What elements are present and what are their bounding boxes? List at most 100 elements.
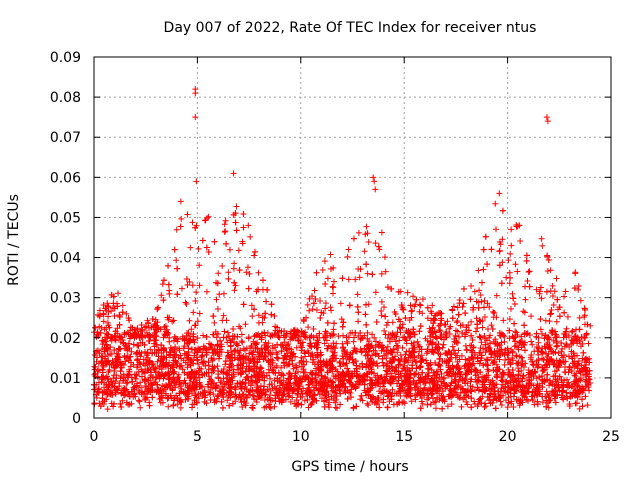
data-point xyxy=(350,235,357,242)
data-point xyxy=(419,296,426,303)
data-point xyxy=(226,364,233,371)
data-point xyxy=(124,353,131,360)
data-point xyxy=(461,377,468,384)
data-point xyxy=(530,362,537,369)
data-point xyxy=(322,305,329,312)
data-point xyxy=(135,397,142,404)
data-point xyxy=(130,341,137,348)
data-point xyxy=(386,338,393,345)
data-point xyxy=(333,355,340,362)
data-point xyxy=(518,362,525,369)
data-point xyxy=(462,356,469,363)
data-point xyxy=(322,300,329,307)
data-point xyxy=(149,394,156,401)
data-point xyxy=(264,396,271,403)
data-point xyxy=(422,335,429,342)
data-points xyxy=(91,86,594,413)
data-point xyxy=(152,316,159,323)
data-point xyxy=(346,356,353,363)
data-point xyxy=(251,252,258,259)
data-point xyxy=(188,346,195,353)
data-point xyxy=(239,238,246,245)
data-point xyxy=(236,267,243,274)
data-point xyxy=(226,384,233,391)
data-point xyxy=(324,369,331,376)
data-point xyxy=(496,262,503,269)
data-point xyxy=(262,310,269,317)
data-point xyxy=(244,264,251,271)
data-point xyxy=(306,295,313,302)
data-point xyxy=(459,303,466,310)
data-point xyxy=(155,370,162,377)
data-point xyxy=(581,357,588,364)
data-point xyxy=(459,330,466,337)
data-point xyxy=(313,306,320,313)
data-point xyxy=(493,292,500,299)
data-point xyxy=(498,280,505,287)
data-point xyxy=(192,298,199,305)
data-point xyxy=(383,322,390,329)
data-point xyxy=(312,296,319,303)
data-point xyxy=(506,269,513,276)
data-point xyxy=(321,340,328,347)
data-point xyxy=(473,379,480,386)
data-point xyxy=(547,311,554,318)
data-point xyxy=(488,246,495,253)
data-point xyxy=(141,348,148,355)
data-point xyxy=(355,333,362,340)
data-point xyxy=(572,270,579,277)
data-point xyxy=(469,383,476,390)
data-point xyxy=(154,306,161,313)
data-point xyxy=(524,277,531,284)
data-point xyxy=(253,399,260,406)
data-point xyxy=(506,358,513,365)
data-point xyxy=(215,270,222,277)
data-point xyxy=(222,217,229,224)
data-point xyxy=(138,384,145,391)
data-point xyxy=(352,329,359,336)
data-point xyxy=(523,252,530,259)
data-point xyxy=(182,299,189,306)
data-point xyxy=(455,333,462,340)
data-point xyxy=(544,377,551,384)
data-point xyxy=(245,334,252,341)
data-point xyxy=(219,404,226,411)
data-point xyxy=(339,275,346,282)
chart-title: Day 007 of 2022, Rate Of TEC Index for r… xyxy=(164,20,537,36)
data-point xyxy=(552,399,559,406)
data-point xyxy=(287,336,294,343)
data-point xyxy=(581,312,588,319)
data-point xyxy=(309,293,316,300)
data-point xyxy=(501,361,508,368)
data-point xyxy=(333,340,340,347)
data-point xyxy=(432,405,439,412)
data-point xyxy=(462,342,469,349)
data-point xyxy=(134,356,141,363)
data-point xyxy=(462,392,469,399)
data-point xyxy=(178,215,185,222)
data-point xyxy=(569,327,576,334)
data-point xyxy=(232,282,239,289)
data-point xyxy=(175,371,182,378)
data-point xyxy=(586,387,593,394)
data-point xyxy=(298,401,305,408)
data-point xyxy=(511,320,518,327)
data-point xyxy=(453,319,460,326)
data-point xyxy=(437,333,444,340)
data-point xyxy=(492,405,499,412)
data-point xyxy=(408,308,415,315)
data-point xyxy=(122,358,129,365)
data-point xyxy=(304,301,311,308)
data-point xyxy=(230,326,237,333)
data-point xyxy=(484,300,491,307)
data-point xyxy=(231,287,238,294)
data-point xyxy=(345,246,352,253)
data-point xyxy=(248,302,255,309)
data-point xyxy=(480,246,487,253)
data-point xyxy=(486,304,493,311)
data-point xyxy=(232,386,239,393)
data-point xyxy=(267,405,274,412)
data-point xyxy=(251,355,258,362)
data-point xyxy=(546,392,553,399)
data-point xyxy=(236,323,243,330)
